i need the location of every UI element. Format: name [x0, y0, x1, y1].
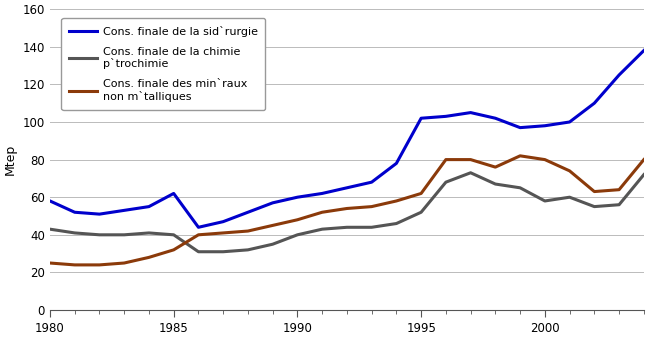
- Cons. finale de la sid`rurgie: [194, 225, 202, 229]
- Cons. finale de la sid`rurgie: [244, 210, 252, 214]
- Cons. finale des min`raux
non m`talliques: [170, 248, 178, 252]
- Cons. finale de la chimie
p`trochimie: [219, 250, 227, 254]
- Cons. finale de la sid`rurgie: [145, 204, 153, 208]
- Cons. finale de la chimie
p`trochimie: [442, 180, 450, 184]
- Cons. finale de la chimie
p`trochimie: [194, 250, 202, 254]
- Y-axis label: Mtep: Mtep: [4, 144, 17, 175]
- Line: Cons. finale de la sid`rurgie: Cons. finale de la sid`rurgie: [50, 51, 644, 227]
- Cons. finale des min`raux
non m`talliques: [368, 204, 376, 208]
- Cons. finale des min`raux
non m`talliques: [145, 255, 153, 259]
- Cons. finale de la sid`rurgie: [640, 48, 648, 53]
- Cons. finale des min`raux
non m`talliques: [219, 231, 227, 235]
- Cons. finale des min`raux
non m`talliques: [71, 263, 78, 267]
- Line: Cons. finale de la chimie
p`trochimie: Cons. finale de la chimie p`trochimie: [50, 173, 644, 252]
- Cons. finale de la sid`rurgie: [269, 201, 277, 205]
- Cons. finale de la chimie
p`trochimie: [640, 173, 648, 177]
- Cons. finale des min`raux
non m`talliques: [566, 169, 573, 173]
- Cons. finale de la chimie
p`trochimie: [417, 210, 425, 214]
- Cons. finale des min`raux
non m`talliques: [442, 158, 450, 162]
- Cons. finale des min`raux
non m`talliques: [393, 199, 400, 203]
- Cons. finale de la chimie
p`trochimie: [121, 233, 128, 237]
- Legend: Cons. finale de la sid`rurgie, Cons. finale de la chimie
p`trochimie, Cons. fina: Cons. finale de la sid`rurgie, Cons. fin…: [62, 18, 265, 110]
- Cons. finale de la chimie
p`trochimie: [71, 231, 78, 235]
- Cons. finale des min`raux
non m`talliques: [121, 261, 128, 265]
- Cons. finale des min`raux
non m`talliques: [516, 154, 524, 158]
- Cons. finale des min`raux
non m`talliques: [615, 188, 623, 192]
- Cons. finale des min`raux
non m`talliques: [640, 158, 648, 162]
- Cons. finale de la sid`rurgie: [393, 161, 400, 165]
- Line: Cons. finale des min`raux
non m`talliques: Cons. finale des min`raux non m`tallique…: [50, 156, 644, 265]
- Cons. finale de la sid`rurgie: [368, 180, 376, 184]
- Cons. finale de la sid`rurgie: [294, 195, 301, 199]
- Cons. finale de la sid`rurgie: [170, 192, 178, 196]
- Cons. finale des min`raux
non m`talliques: [590, 190, 598, 194]
- Cons. finale de la sid`rurgie: [590, 101, 598, 105]
- Cons. finale de la chimie
p`trochimie: [343, 225, 351, 229]
- Cons. finale des min`raux
non m`talliques: [294, 218, 301, 222]
- Cons. finale de la chimie
p`trochimie: [566, 195, 573, 199]
- Cons. finale de la chimie
p`trochimie: [615, 203, 623, 207]
- Cons. finale de la sid`rurgie: [318, 192, 326, 196]
- Cons. finale de la sid`rurgie: [46, 199, 54, 203]
- Cons. finale de la chimie
p`trochimie: [170, 233, 178, 237]
- Cons. finale des min`raux
non m`talliques: [417, 192, 425, 196]
- Cons. finale de la sid`rurgie: [541, 124, 549, 128]
- Cons. finale de la chimie
p`trochimie: [269, 242, 277, 246]
- Cons. finale de la sid`rurgie: [442, 114, 450, 118]
- Cons. finale des min`raux
non m`talliques: [194, 233, 202, 237]
- Cons. finale de la chimie
p`trochimie: [491, 182, 499, 186]
- Cons. finale de la chimie
p`trochimie: [590, 204, 598, 208]
- Cons. finale de la sid`rurgie: [516, 125, 524, 129]
- Cons. finale de la sid`rurgie: [343, 186, 351, 190]
- Cons. finale de la chimie
p`trochimie: [46, 227, 54, 231]
- Cons. finale des min`raux
non m`talliques: [541, 158, 549, 162]
- Cons. finale de la sid`rurgie: [417, 116, 425, 120]
- Cons. finale des min`raux
non m`talliques: [269, 223, 277, 227]
- Cons. finale de la sid`rurgie: [566, 120, 573, 124]
- Cons. finale de la chimie
p`trochimie: [244, 248, 252, 252]
- Cons. finale des min`raux
non m`talliques: [467, 158, 474, 162]
- Cons. finale de la chimie
p`trochimie: [318, 227, 326, 231]
- Cons. finale des min`raux
non m`talliques: [491, 165, 499, 169]
- Cons. finale de la chimie
p`trochimie: [541, 199, 549, 203]
- Cons. finale de la chimie
p`trochimie: [467, 171, 474, 175]
- Cons. finale de la chimie
p`trochimie: [145, 231, 153, 235]
- Cons. finale de la sid`rurgie: [121, 208, 128, 213]
- Cons. finale des min`raux
non m`talliques: [46, 261, 54, 265]
- Cons. finale de la chimie
p`trochimie: [294, 233, 301, 237]
- Cons. finale des min`raux
non m`talliques: [318, 210, 326, 214]
- Cons. finale de la chimie
p`trochimie: [393, 221, 400, 225]
- Cons. finale de la chimie
p`trochimie: [368, 225, 376, 229]
- Cons. finale de la chimie
p`trochimie: [516, 186, 524, 190]
- Cons. finale de la sid`rurgie: [219, 220, 227, 224]
- Cons. finale des min`raux
non m`talliques: [244, 229, 252, 233]
- Cons. finale des min`raux
non m`talliques: [343, 206, 351, 211]
- Cons. finale de la sid`rurgie: [467, 111, 474, 115]
- Cons. finale de la chimie
p`trochimie: [95, 233, 103, 237]
- Cons. finale de la sid`rurgie: [95, 212, 103, 216]
- Cons. finale de la sid`rurgie: [615, 73, 623, 77]
- Cons. finale de la sid`rurgie: [71, 210, 78, 214]
- Cons. finale des min`raux
non m`talliques: [95, 263, 103, 267]
- Cons. finale de la sid`rurgie: [491, 116, 499, 120]
